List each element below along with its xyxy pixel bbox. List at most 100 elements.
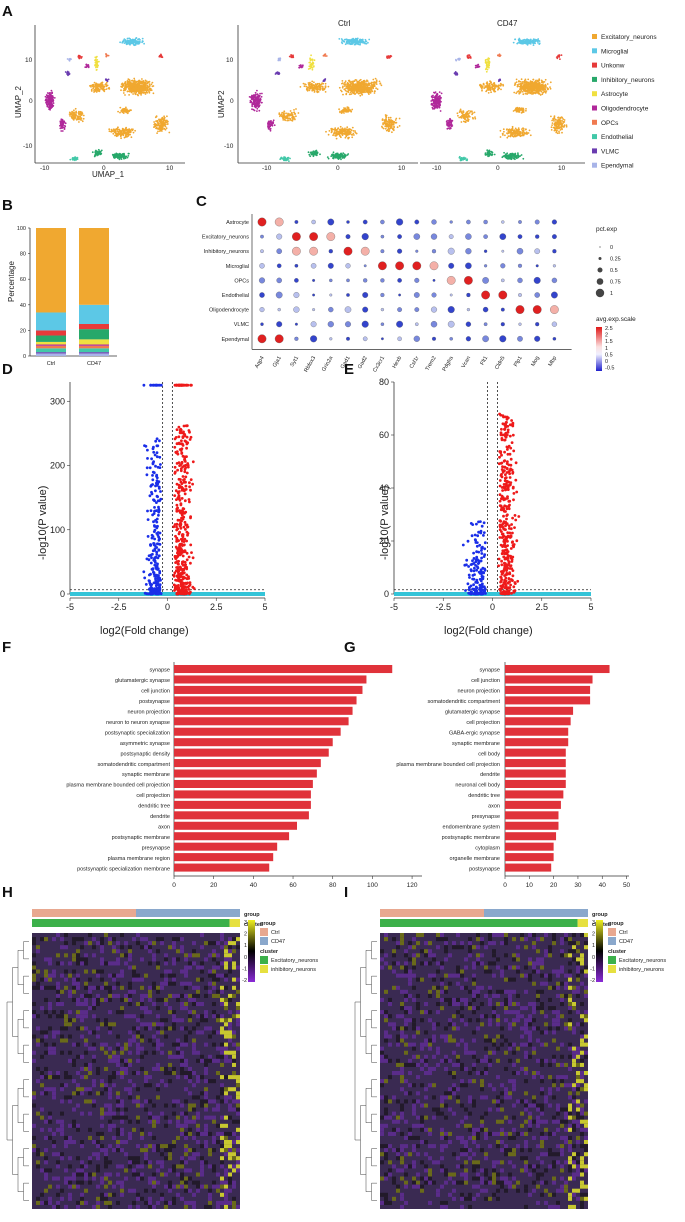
umap-cell-point: [501, 156, 503, 158]
umap-cell-point: [480, 86, 482, 88]
umap-cell-point: [157, 122, 159, 124]
umap-cell-point: [281, 113, 283, 115]
umap-cell-point: [345, 43, 347, 45]
umap-cell-point: [367, 80, 369, 82]
umap-cell-point: [513, 42, 515, 44]
umap-cell-point: [254, 105, 256, 107]
umap-cell-point: [94, 56, 96, 58]
umap-cell-point: [528, 43, 530, 45]
umap-cell-point: [321, 86, 323, 88]
umap-cell-point: [106, 85, 108, 87]
umap-cell-point: [328, 158, 330, 160]
umap-cell-point: [310, 64, 312, 66]
umap-cell-point: [305, 86, 307, 88]
umap-cell-point: [139, 39, 141, 41]
umap-cell-point: [69, 113, 71, 115]
umap-cell-point: [525, 40, 527, 42]
umap-cell-point: [255, 101, 257, 103]
umap-cell-point: [338, 134, 340, 136]
umap-cell-point: [506, 137, 508, 139]
umap-cell-point: [348, 109, 350, 111]
umap-cell-point: [282, 119, 284, 121]
umap-cell-point: [340, 133, 342, 135]
umap-cell-point: [69, 60, 71, 62]
umap-cell-point: [502, 85, 504, 87]
umap-cell-point: [143, 84, 145, 86]
umap-cell-point: [317, 85, 319, 87]
umap-cell-point: [148, 91, 150, 93]
umap-cell-point: [286, 120, 288, 122]
umap-cell-point: [519, 42, 521, 44]
umap-cell-point: [343, 41, 345, 43]
umap-cell-point: [345, 90, 347, 92]
umap-cell-point: [350, 131, 352, 133]
umap-cell-point: [305, 84, 307, 86]
umap-cell-point: [151, 83, 153, 85]
umap-cell-point: [162, 117, 164, 119]
umap-cell-point: [368, 91, 370, 93]
umap-cell-point: [45, 96, 47, 98]
umap-cell-point: [347, 153, 349, 155]
umap-cell-point: [526, 42, 528, 44]
umap-cell-point: [388, 119, 390, 121]
panel-label-c: C: [196, 193, 207, 210]
umap-cell-point: [439, 91, 441, 93]
umap-cell-point: [553, 118, 555, 120]
umap-cell-point: [485, 91, 487, 93]
umap-cell-point: [125, 40, 127, 42]
umap-cell-point: [73, 109, 75, 111]
umap-cell-point: [337, 133, 339, 135]
umap-cell-point: [325, 53, 327, 55]
umap-cell-point: [390, 125, 392, 127]
umap-cell-point: [159, 128, 161, 130]
umap-cell-point: [134, 130, 136, 132]
umap-cell-point: [518, 91, 520, 93]
umap-cell-point: [457, 115, 459, 117]
umap-cell-point: [123, 156, 125, 158]
umap-cell-point: [298, 112, 300, 114]
umap-cell-point: [69, 115, 71, 117]
umap-cell-point: [101, 85, 103, 87]
umap-cell-point: [350, 82, 352, 84]
umap-cell-point: [123, 92, 125, 94]
umap-cell-point: [155, 124, 157, 126]
umap-cell-point: [114, 132, 116, 134]
umap-cell-point: [347, 88, 349, 90]
umap-cell-point: [312, 85, 314, 87]
umap-cell-point: [62, 122, 64, 124]
umap-cell-point: [309, 90, 311, 92]
umap-cell-point: [129, 41, 131, 43]
umap-cell-point: [347, 137, 349, 139]
umap-cell-point: [342, 94, 344, 96]
umap-cell-point: [325, 86, 327, 88]
umap-cell-point: [503, 131, 505, 133]
umap-cell-point: [347, 43, 349, 45]
umap-cell-point: [348, 84, 350, 86]
umap-cell-point: [47, 95, 49, 97]
umap-cell-point: [51, 99, 53, 101]
umap-cell-point: [474, 118, 476, 120]
umap-cell-point: [256, 104, 258, 106]
umap-cell-point: [164, 117, 166, 119]
umap-cell-point: [520, 88, 522, 90]
umap-cell-point: [342, 86, 344, 88]
umap-cell-point: [384, 125, 386, 127]
umap-cell-point: [166, 115, 168, 117]
umap-cell-point: [521, 78, 523, 80]
umap-cell-point: [510, 153, 512, 155]
umap-cell-point: [136, 90, 138, 92]
umap-cell-point: [516, 109, 518, 111]
umap-cell-point: [152, 82, 154, 84]
umap-cell-point: [64, 126, 66, 128]
umap-cell-point: [491, 152, 493, 154]
umap-cell-point: [385, 122, 387, 124]
umap-cell-point: [65, 122, 67, 124]
umap-cell-point: [163, 128, 165, 130]
umap-cell-point: [284, 157, 286, 159]
umap-cell-point: [46, 104, 48, 106]
umap-cell-point: [141, 81, 143, 83]
umap-cell-point: [461, 113, 463, 115]
umap-cell-point: [115, 156, 117, 158]
umap-cell-point: [125, 156, 127, 158]
umap-cell-point: [156, 127, 158, 129]
